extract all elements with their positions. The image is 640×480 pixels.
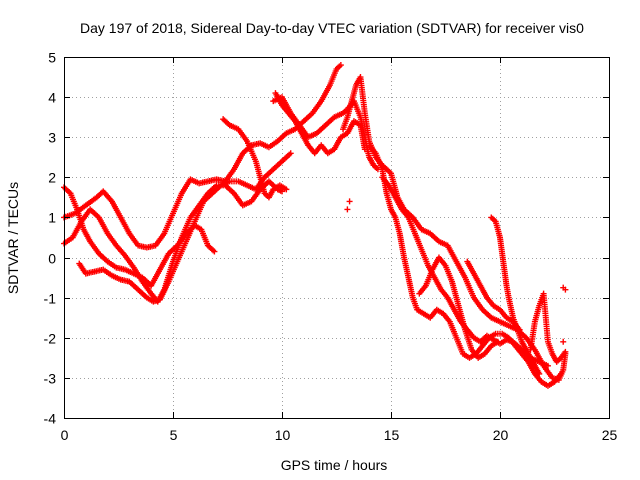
x-tick-label: 20 bbox=[493, 427, 509, 443]
y-tick-label: 2 bbox=[48, 170, 56, 186]
data-point bbox=[558, 370, 565, 377]
data-point bbox=[544, 362, 551, 369]
data-point bbox=[211, 248, 218, 255]
series-track-k bbox=[416, 254, 501, 361]
y-tick-label: 4 bbox=[48, 90, 56, 106]
data-point bbox=[494, 338, 501, 345]
x-tick-label: 10 bbox=[275, 427, 291, 443]
x-tick-label: 25 bbox=[602, 427, 618, 443]
data-point bbox=[344, 206, 351, 213]
series-track-n bbox=[527, 290, 569, 365]
y-axis-title: SDTVAR / TECUs bbox=[5, 182, 21, 294]
series-outliers bbox=[344, 198, 569, 345]
y-tick-label: -4 bbox=[44, 411, 57, 427]
plot-frame bbox=[64, 57, 610, 419]
x-tick-label: 0 bbox=[61, 427, 69, 443]
chart-title: Day 197 of 2018, Sidereal Day-to-day VTE… bbox=[80, 20, 584, 36]
x-tick-label: 15 bbox=[384, 427, 400, 443]
series-track-c bbox=[61, 184, 218, 289]
series-track-m bbox=[488, 214, 543, 377]
grid bbox=[64, 57, 609, 418]
y-tick-label: -2 bbox=[44, 331, 57, 347]
data-point bbox=[562, 348, 569, 355]
data-point bbox=[337, 62, 344, 69]
data-layer bbox=[61, 62, 569, 389]
y-tick-label: -1 bbox=[44, 291, 57, 307]
data-point bbox=[536, 370, 543, 377]
y-tick-label: -3 bbox=[44, 371, 57, 387]
series-track-d bbox=[76, 150, 294, 305]
y-tick-label: 1 bbox=[48, 210, 56, 226]
data-point bbox=[283, 186, 290, 193]
x-axis-title: GPS time / hours bbox=[281, 457, 388, 473]
x-tick-label: 5 bbox=[170, 427, 178, 443]
data-point bbox=[560, 338, 567, 345]
series-track-e bbox=[220, 116, 290, 201]
data-point bbox=[287, 150, 294, 157]
y-tick-label: 0 bbox=[48, 251, 56, 267]
data-point bbox=[562, 286, 569, 293]
axis-ticks: 0 5 10 15 20 25 -4 -3 -2 -1 0 1 2 3 4 5 bbox=[44, 50, 618, 444]
y-tick-label: 3 bbox=[48, 130, 56, 146]
data-point bbox=[279, 188, 285, 195]
y-tick-label: 5 bbox=[48, 50, 56, 66]
data-point bbox=[346, 198, 353, 205]
